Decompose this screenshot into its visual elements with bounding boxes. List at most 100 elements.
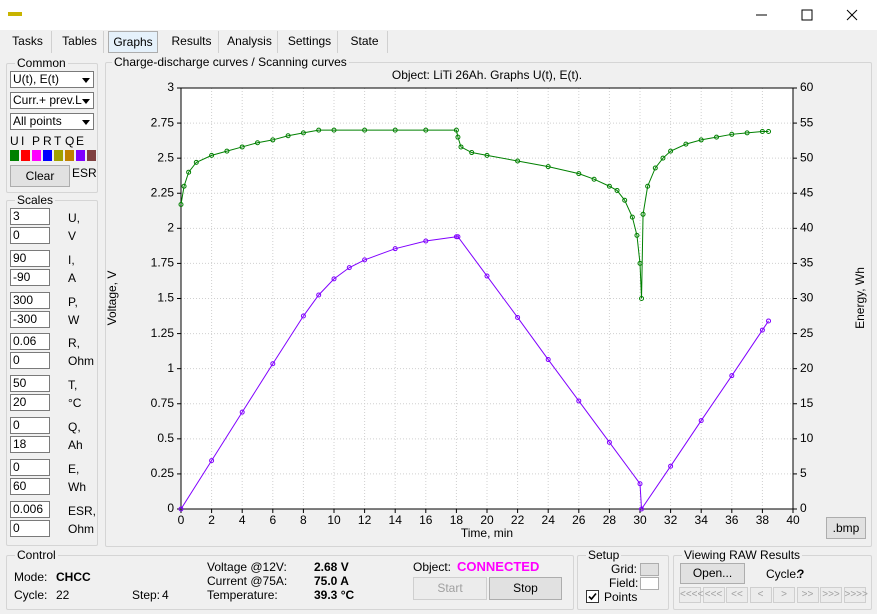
scale-min[interactable]: -300: [10, 310, 50, 328]
bmp-button[interactable]: .bmp: [826, 517, 866, 539]
data-point: [178, 201, 184, 207]
legend-swatch[interactable]: [32, 150, 41, 161]
legend-swatch[interactable]: [10, 150, 19, 161]
tab[interactable]: Results: [165, 31, 219, 53]
cycle-label: Cycle:: [14, 588, 48, 602]
scale-name: R,: [68, 336, 80, 351]
legend-swatch[interactable]: [54, 150, 63, 161]
scale-min[interactable]: -90: [10, 268, 50, 286]
legend-letter: ESR: [72, 166, 97, 180]
data-point: [744, 130, 750, 136]
stop-button[interactable]: Stop: [489, 577, 562, 600]
x-tick-label: 12: [358, 513, 372, 527]
y2-tick-label: 60: [800, 80, 814, 94]
data-point: [766, 129, 772, 135]
data-point: [193, 159, 199, 165]
nav-button[interactable]: <: [749, 587, 772, 603]
scale-min[interactable]: 18: [10, 436, 50, 453]
field-label: Field:: [609, 576, 639, 590]
raw-cycle-label: Cycle:: [766, 567, 800, 581]
scale-unit: Ohm: [68, 521, 95, 536]
clear-button[interactable]: Clear: [10, 165, 70, 187]
x-tick-label: 4: [239, 513, 246, 527]
points-checkbox[interactable]: [586, 590, 599, 603]
scale-max[interactable]: 50: [10, 375, 50, 393]
nav-button[interactable]: <<<<: [679, 587, 703, 603]
legend-swatch[interactable]: [21, 150, 30, 161]
scale-min[interactable]: 0: [10, 519, 50, 537]
scale-max[interactable]: 90: [10, 249, 50, 267]
window-controls[interactable]: [740, 0, 877, 30]
data-point: [316, 292, 322, 298]
group-caption: Viewing RAW Results: [682, 548, 803, 562]
scale-unit: Wh: [68, 479, 86, 494]
select[interactable]: All points: [10, 113, 94, 130]
nav-button[interactable]: >: [773, 587, 795, 603]
nav-button[interactable]: >>>: [820, 587, 842, 603]
data-point: [591, 176, 597, 182]
tab[interactable]: Tables: [56, 31, 104, 53]
data-point: [639, 506, 645, 512]
current-label: Current @75A:: [207, 574, 288, 588]
y2-tick-label: 35: [800, 256, 814, 270]
data-point: [614, 187, 620, 193]
scale-max[interactable]: 300: [10, 291, 50, 309]
scale-min[interactable]: 20: [10, 394, 50, 412]
raw-cycle-value: ?: [797, 567, 805, 581]
x-tick-label: 40: [786, 513, 800, 527]
tab[interactable]: Tasks: [4, 31, 52, 53]
tab[interactable]: State: [342, 31, 388, 53]
data-point: [186, 169, 192, 175]
scale-min[interactable]: 60: [10, 477, 50, 495]
scale-max[interactable]: 0: [10, 458, 50, 476]
group-caption: Common: [15, 56, 68, 70]
legend-swatch[interactable]: [65, 150, 74, 161]
nav-button[interactable]: <<<: [702, 587, 725, 603]
grid-color[interactable]: [640, 563, 659, 576]
group-caption: Scales: [15, 193, 56, 207]
data-point: [576, 171, 582, 177]
tab[interactable]: Analysis: [222, 31, 278, 53]
data-point: [392, 246, 398, 252]
app-icon: [8, 12, 22, 16]
select[interactable]: Curr.+ prev.L: [10, 92, 94, 109]
scale-max[interactable]: 0: [10, 417, 50, 434]
data-point: [362, 127, 368, 133]
scale-max[interactable]: 0.006: [10, 500, 50, 518]
start-button[interactable]: Start: [413, 577, 487, 600]
y2-tick-label: 25: [800, 326, 814, 340]
nav-button[interactable]: >>: [796, 587, 819, 603]
scale-max[interactable]: 3: [10, 208, 50, 225]
scale-min[interactable]: 0: [10, 352, 50, 370]
legend-swatch[interactable]: [87, 150, 96, 161]
nav-button[interactable]: <<: [726, 587, 748, 603]
data-point: [668, 148, 674, 154]
field-color[interactable]: [640, 577, 659, 590]
mode-label: Mode:: [14, 570, 48, 584]
tab[interactable]: Graphs: [108, 31, 158, 53]
y2-tick-label: 5: [800, 466, 807, 480]
data-point: [729, 131, 735, 137]
x-tick-label: 32: [664, 513, 678, 527]
data-point: [455, 134, 461, 140]
legend-swatch[interactable]: [76, 150, 85, 161]
x-tick-label: 16: [419, 513, 433, 527]
scale-name: E,: [68, 461, 80, 476]
x-tick-label: 26: [572, 513, 586, 527]
scale-max[interactable]: 0.06: [10, 333, 50, 351]
select[interactable]: U(t), E(t): [10, 71, 94, 88]
y2-tick-label: 55: [800, 115, 814, 129]
x-tick-label: 14: [389, 513, 403, 527]
y-tick-label: 2: [167, 221, 174, 235]
raw-group: Viewing RAW Results: [673, 548, 872, 610]
scale-name: Q,: [68, 420, 81, 434]
x-tick-label: 24: [542, 513, 556, 527]
nav-button[interactable]: >>>>: [843, 587, 868, 603]
scale-min[interactable]: 0: [10, 227, 50, 244]
tab[interactable]: Settings: [282, 31, 338, 53]
title-bar: [0, 0, 877, 30]
legend-swatch[interactable]: [43, 150, 52, 161]
scale-unit: Ah: [68, 438, 83, 452]
x-tick-label: 10: [327, 513, 341, 527]
open-button[interactable]: Open...: [680, 563, 745, 584]
